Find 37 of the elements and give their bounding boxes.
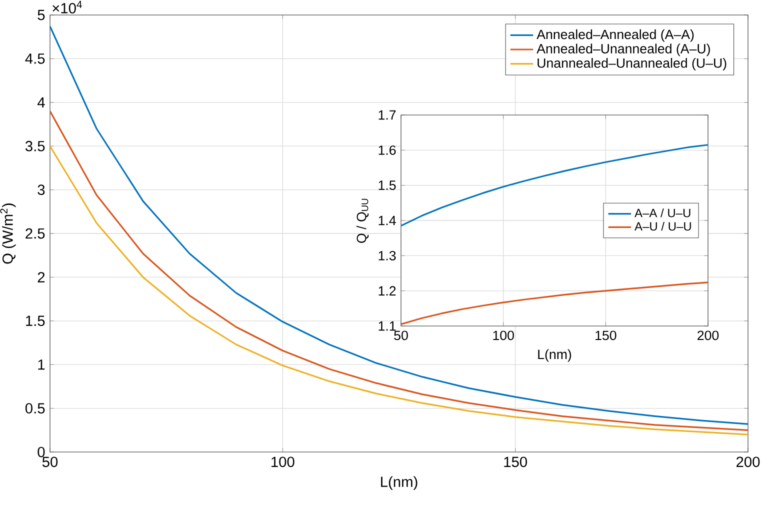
x-tick-label: 200 (698, 330, 719, 340)
x-tick-label: 150 (504, 456, 527, 468)
y-tick-label: 1.7 (378, 110, 396, 120)
y-axis-title: Q (W/m$^{2}$) (0, 204, 16, 264)
y-tick-label: 2.5 (26, 228, 45, 239)
y-tick-label: 4 (37, 97, 45, 108)
y-tick-label: 1.5 (26, 316, 45, 326)
y-tick-label: 4.5 (25, 54, 45, 64)
x-tick-label: 100 (272, 456, 294, 468)
legend-label: Annealed–Annealed (A–A) (536, 29, 694, 42)
x-tick-label: 200 (736, 456, 760, 468)
x-tick-label: 50 (394, 330, 408, 340)
legend-label: Unannealed–Unannealed (U–U) (538, 58, 726, 70)
y-tick-label: 3 (38, 184, 45, 195)
y-tick-label: 1.4 (378, 216, 396, 226)
x-tick-label: 50 (42, 456, 58, 468)
y-tick-label: 5 (38, 10, 45, 20)
y-tick-label: 2 (38, 272, 45, 282)
y-tick-label: 1.6 (378, 145, 396, 155)
y-tick-label: 0 (38, 446, 45, 458)
y-axis-title: Q / Q$_{UU}$ (356, 198, 369, 243)
y-tick-label: 1.5 (378, 180, 396, 190)
legend-label: Annealed–Unannealed (A–U) (536, 44, 710, 56)
x-tick-label: 150 (596, 330, 616, 340)
x-axis-title: L(nm) (538, 349, 572, 362)
text: ×10$^{4}$ (52, 0, 82, 14)
legend-label: A–U / U–U (634, 222, 691, 231)
legend-label: A–A / U–U (634, 208, 690, 218)
y-tick-label: 1.2 (378, 286, 396, 296)
x-axis-title: L(nm) (381, 476, 418, 490)
y-tick-label: 1 (38, 360, 45, 370)
y-tick-label: 1.1 (378, 321, 396, 331)
y-tick-label: 1.3 (378, 250, 396, 260)
line-series (50, 26, 748, 425)
y-tick-label: 3.5 (25, 140, 45, 152)
y-tick-label: 0.5 (25, 403, 45, 414)
x-tick-label: 100 (493, 330, 514, 340)
